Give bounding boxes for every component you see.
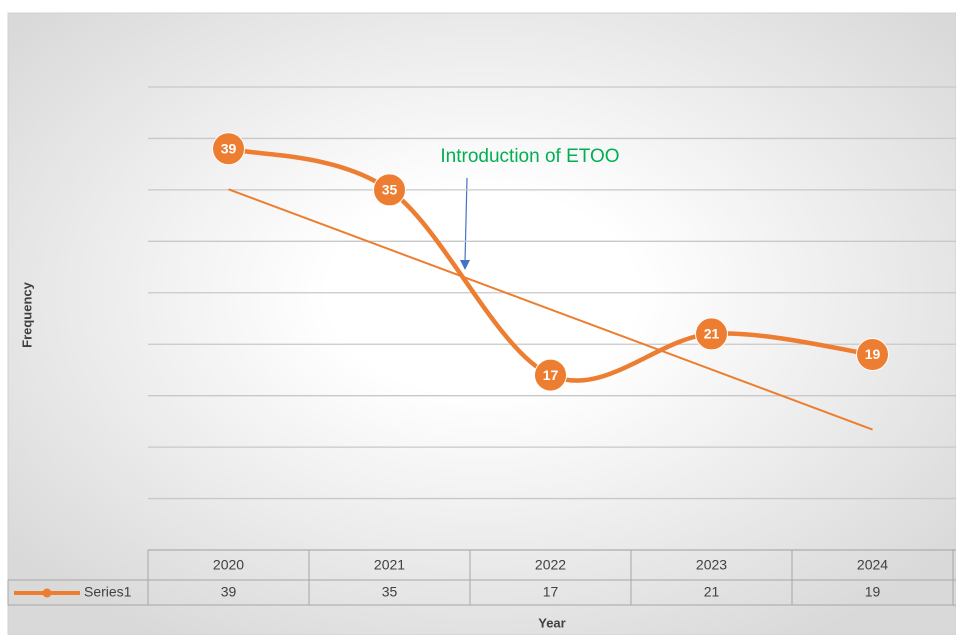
data-point — [534, 358, 567, 392]
x-tick-label: 2023 — [696, 557, 727, 573]
table-value: 39 — [221, 584, 237, 600]
legend-marker — [42, 588, 52, 598]
table-value: 35 — [382, 584, 398, 600]
data-point — [212, 132, 245, 166]
data-label: 21 — [704, 326, 720, 342]
data-label: 19 — [865, 346, 881, 362]
data-label: 35 — [382, 182, 398, 198]
chart-area — [7, 12, 956, 635]
x-axis-title: Year — [538, 615, 565, 630]
x-tick-label: 2020 — [213, 557, 244, 573]
y-axis-title: Frequency — [19, 281, 34, 348]
trendline — [228, 188, 873, 431]
arrow-head — [460, 260, 470, 270]
annotation-arrow — [464, 177, 468, 263]
legend-label: Series1 — [84, 584, 132, 600]
annotation: Introduction of ETOO — [440, 146, 619, 167]
data-point — [856, 338, 889, 372]
table-value: 17 — [543, 584, 559, 600]
data-label: 17 — [543, 367, 559, 383]
x-tick-label: 2024 — [857, 557, 888, 573]
x-tick-label: 2021 — [374, 557, 405, 573]
table-value: 21 — [704, 584, 720, 600]
table-value: 19 — [865, 584, 881, 600]
x-tick-label: 2022 — [535, 557, 566, 573]
data-label: 39 — [221, 140, 237, 156]
data-point — [695, 317, 728, 351]
data-point — [373, 173, 406, 207]
